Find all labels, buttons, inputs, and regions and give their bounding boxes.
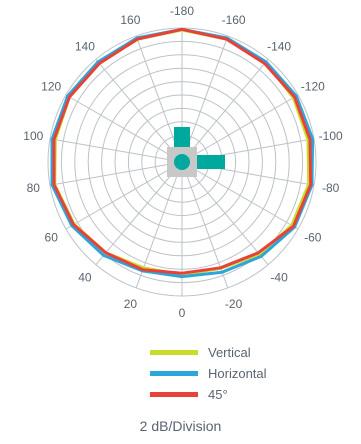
angle-label: 160 (120, 13, 140, 27)
angle-label: -120 (301, 80, 325, 94)
grid-spoke (181, 94, 299, 163)
series-45-line (52, 27, 313, 275)
grid-spoke (49, 161, 183, 186)
legend-swatch-vertical (150, 350, 198, 355)
legend-item-45: 45° (150, 384, 267, 405)
angle-label: -80 (322, 181, 340, 195)
angle-label: -140 (267, 39, 291, 53)
angle-label: 60 (45, 231, 59, 245)
angle-label: -180 (170, 4, 194, 18)
legend-label-45: 45° (208, 387, 228, 402)
microphone-capsule-side-icon (197, 155, 225, 169)
legend-swatch-horizontal (150, 371, 198, 376)
polar-chart: 0 20 40 60 80 100 120 140 160 -180 -160 -140 -120 -10… (23, 4, 343, 320)
legend-label-vertical: Vertical (208, 345, 251, 360)
grid-spoke (65, 161, 183, 230)
grid-spoke (181, 59, 269, 163)
legend-item-horizontal: Horizontal (150, 363, 267, 384)
grid-spoke (181, 161, 269, 265)
grid-spoke (95, 59, 183, 163)
legend-swatch-45 (150, 392, 198, 397)
angle-label: -60 (304, 231, 322, 245)
legend-item-vertical: Vertical (150, 342, 267, 363)
legend-label-horizontal: Horizontal (208, 366, 267, 381)
angle-label: -100 (319, 129, 343, 143)
grid-spoke (181, 161, 299, 230)
angle-label: -40 (270, 271, 288, 285)
angle-label: 140 (75, 39, 95, 53)
angle-label: 100 (23, 129, 43, 143)
angle-label: 40 (78, 271, 92, 285)
angle-label: -160 (222, 13, 246, 27)
angle-label: 120 (41, 80, 61, 94)
grid-spoke (95, 161, 183, 265)
microphone-capsule-top-icon (174, 127, 190, 147)
grid-spoke (65, 94, 183, 163)
angle-label: 20 (124, 297, 138, 311)
angle-label: 0 (179, 306, 186, 320)
angle-label: -20 (225, 297, 243, 311)
chart-legend: Vertical Horizontal 45° (150, 342, 267, 405)
microphone-capsule-front-icon (174, 154, 190, 170)
angle-label: 80 (27, 181, 41, 195)
grid-spoke (49, 138, 183, 163)
scale-caption: 2 dB/Division (139, 418, 222, 434)
